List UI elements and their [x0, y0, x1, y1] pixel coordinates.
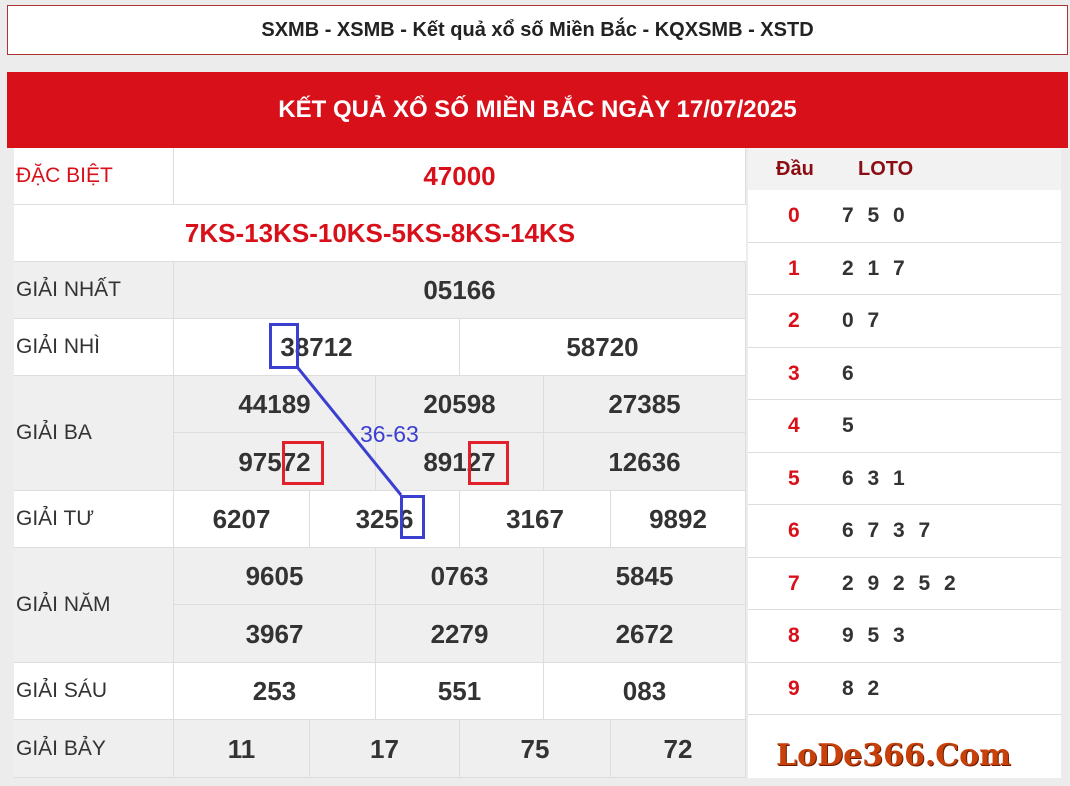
prize-number: 5845 [544, 548, 746, 605]
head-digit: 1 [788, 256, 800, 280]
prize-number: 0763 [376, 548, 544, 605]
loto-values: 6 3 1 [842, 466, 909, 490]
pair-annotation: 36-63 [360, 421, 419, 447]
page-title: SXMB - XSMB - Kết quả xổ số Miền Bắc - K… [261, 18, 814, 41]
loto-label: LOTO [858, 158, 914, 180]
prize-number: 9892 [611, 491, 746, 548]
loto-row: 0 7 5 0 [748, 190, 1061, 243]
label-g4: GIẢI TƯ [14, 491, 174, 547]
loto-values: 7 5 0 [842, 204, 909, 227]
loto-values: 0 7 [842, 309, 884, 332]
head-digit: 0 [788, 204, 800, 227]
head-digit: 7 [788, 571, 800, 595]
site-logo: LoDe366.Com [776, 738, 1011, 773]
prize-number: 58720 [460, 319, 746, 376]
prize-number: 551 [376, 663, 544, 720]
prize-number: 6207 [174, 491, 310, 548]
prize-number: 11 [174, 720, 310, 778]
row-g4: GIẢI TƯ 6207 3256 3167 9892 [14, 491, 746, 548]
loto-values: 9 5 3 [842, 624, 909, 647]
head-digit: 9 [788, 676, 800, 700]
highlight-box-red [468, 441, 509, 485]
highlight-box-blue [400, 495, 425, 539]
prize-number: 3167 [460, 491, 611, 548]
loto-row: 6 6 7 3 7 [748, 505, 1061, 558]
prize-number: 3967 [174, 605, 376, 663]
prize-number: 2279 [376, 605, 544, 663]
head-digit: 5 [788, 466, 800, 490]
prize-number: 20598 [376, 376, 544, 433]
special-prize: 47000 [174, 148, 746, 205]
label-g6: GIẢI SÁU [14, 663, 174, 719]
prize-number: 72 [611, 720, 746, 778]
head-digit: 3 [788, 361, 800, 385]
prize-number: 12636 [544, 433, 746, 491]
loto-row: 8 9 5 3 [748, 610, 1061, 663]
prize-number: 75 [460, 720, 611, 778]
loto-row: 5 6 3 1 [748, 453, 1061, 505]
head-label: Đầu [776, 158, 814, 180]
prize-number: 3256 [310, 491, 460, 548]
row-g7: GIẢI BẢY 11 17 75 72 [14, 720, 746, 778]
prize-number: 2672 [544, 605, 746, 663]
loto-row: 7 2 9 2 5 2 [748, 558, 1061, 610]
prize-number: 9605 [174, 548, 376, 605]
prize-number: 17 [310, 720, 460, 778]
prize-number: 44189 [174, 376, 376, 433]
loto-row: 2 0 7 [748, 295, 1061, 348]
row-codes: 7KS-13KS-10KS-5KS-8KS-14KS [14, 205, 746, 262]
prize-number: 27385 [544, 376, 746, 433]
head-digit: 4 [788, 414, 800, 437]
loto-values: 2 1 7 [842, 256, 909, 280]
loto-values: 5 [842, 414, 858, 437]
head-digit: 2 [788, 309, 800, 332]
row-g3: GIẢI BA 44189 20598 27385 97572 89127 12… [14, 376, 746, 491]
loto-values: 8 2 [842, 676, 884, 700]
highlight-box-blue [269, 323, 299, 369]
row-g2: GIẢI NHÌ 38712 58720 [14, 319, 746, 376]
prize-number: 38712 [174, 319, 460, 376]
label-g2: GIẢI NHÌ [14, 319, 174, 375]
label-special: ĐẶC BIỆT [14, 148, 174, 204]
row-g1: GIẢI NHẤT 05166 [14, 262, 746, 319]
loto-values: 6 7 3 7 [842, 519, 935, 542]
loto-row: 1 2 1 7 [748, 243, 1061, 295]
label-g7: GIẢI BẢY [14, 720, 174, 777]
draw-codes: 7KS-13KS-10KS-5KS-8KS-14KS [184, 218, 576, 248]
loto-header: Đầu LOTO [748, 148, 1061, 190]
head-digit: 6 [788, 519, 800, 542]
prize-number: 253 [174, 663, 376, 720]
label-g5: GIẢI NĂM [14, 548, 174, 662]
loto-values: 6 [842, 361, 858, 385]
prize-number: 89127 [376, 433, 544, 491]
prize-number: 083 [544, 663, 746, 720]
row-g5: GIẢI NĂM 9605 0763 5845 3967 2279 2672 [14, 548, 746, 663]
row-g6: GIẢI SÁU 253 551 083 [14, 663, 746, 720]
label-g1: GIẢI NHẤT [14, 262, 174, 318]
highlight-box-red [282, 441, 324, 485]
loto-values: 2 9 2 5 2 [842, 571, 960, 595]
page-title-bar: SXMB - XSMB - Kết quả xổ số Miền Bắc - K… [7, 5, 1068, 55]
results-header: KẾT QUẢ XỔ SỐ MIỀN BẮC NGÀY 17/07/2025 [7, 72, 1068, 148]
prize-number: 05166 [174, 262, 746, 319]
connector-line [296, 367, 403, 496]
head-digit: 8 [788, 624, 800, 647]
row-special: ĐẶC BIỆT 47000 [14, 148, 746, 205]
loto-row: 9 8 2 [748, 663, 1061, 715]
label-g3: GIẢI BA [14, 376, 174, 490]
